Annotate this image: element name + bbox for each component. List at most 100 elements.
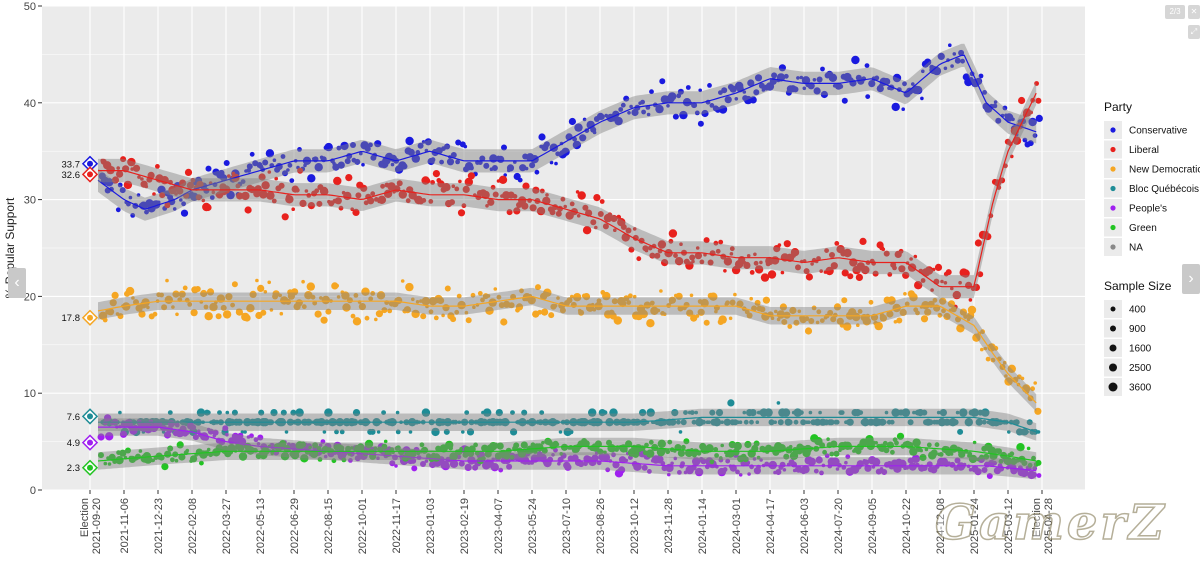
poll-point [561,147,570,156]
poll-point [435,147,443,155]
poll-point [886,310,894,318]
poll-point [812,78,817,82]
poll-point [611,452,616,458]
poll-point [685,261,694,270]
trend-line [98,426,1037,472]
poll-point [668,238,674,244]
poll-point [357,443,365,451]
poll-point [952,52,957,56]
poll-point [974,468,982,476]
poll-point [257,434,264,441]
poll-point [411,297,415,302]
poll-point [828,419,835,426]
poll-point [411,309,420,319]
poll-point [919,453,927,462]
poll-point [350,207,355,211]
poll-point [462,185,470,193]
poll-point [760,273,770,282]
trend-line [97,295,1037,404]
poll-point [196,408,206,417]
poll-point [467,172,475,180]
poll-point [993,345,999,351]
poll-point [496,442,504,450]
poll-point [894,440,899,446]
poll-point [345,174,353,182]
poll-point [602,223,609,230]
poll-point [659,289,663,293]
poll-point [629,104,633,109]
poll-point [454,186,460,192]
poll-point [312,300,318,306]
poll-point [1003,456,1012,466]
x-tick-label: 2024-01-14 [697,498,709,554]
close-icon[interactable]: ✕ [1188,5,1200,19]
poll-point [374,317,378,322]
y-tick-label: 0 [30,485,36,497]
poll-point [672,113,679,120]
poll-point [649,89,654,95]
poll-point [178,290,186,298]
legend-size-dot [1110,325,1116,332]
poll-point [159,192,166,199]
poll-point [691,259,695,264]
poll-point [280,154,286,159]
poll-point [1016,443,1025,452]
legend-size-label: 3600 [1129,383,1152,394]
poll-point [847,273,854,280]
poll-point [338,445,345,452]
poll-point [172,207,177,211]
poll-point [828,73,838,83]
poll-point [930,449,938,457]
poll-point [825,266,834,276]
poll-point [696,450,702,456]
poll-point [470,292,476,298]
poll-point [970,408,979,417]
x-tick-label: 2023-11-28 [663,498,675,553]
x-tick-label: 2022-08-15 [323,498,335,554]
poll-point [204,203,212,212]
poll-point [280,452,290,461]
poll-point [551,453,555,457]
poll-point [314,163,323,172]
poll-point [972,333,981,342]
poll-point [720,443,724,448]
poll-point [945,269,952,276]
prev-slide-button[interactable]: ‹ [8,268,26,298]
poll-point [883,447,890,454]
poll-point [884,410,889,415]
poll-point [920,315,929,323]
poll-point [334,197,342,205]
poll-point [515,303,524,311]
poll-point [152,311,158,317]
poll-point [789,306,797,315]
poll-point [675,292,683,300]
poll-point [841,269,849,277]
poll-point [299,199,307,207]
poll-point [819,470,824,476]
poll-point [115,456,124,465]
poll-point [861,418,870,427]
poll-point [506,463,513,470]
poll-point [660,461,666,466]
poll-point [686,309,694,317]
poll-point [990,357,996,363]
poll-point [732,448,740,456]
poll-point [738,420,743,425]
poll-point [364,315,370,321]
next-slide-button[interactable]: › [1182,264,1200,294]
poll-point [657,439,666,448]
poll-point [892,265,897,271]
poll-point [258,409,265,416]
poll-point [816,309,822,315]
poll-point [201,198,206,203]
poll-point [455,139,462,146]
poll-point [488,298,497,307]
poll-point [437,296,445,305]
poll-point [204,312,213,321]
poll-point [694,252,703,260]
poll-point [307,202,315,210]
poll-point [639,409,647,417]
poll-point [679,242,683,246]
expand-icon[interactable]: ⤢ [1188,25,1200,39]
poll-point [1033,381,1037,385]
